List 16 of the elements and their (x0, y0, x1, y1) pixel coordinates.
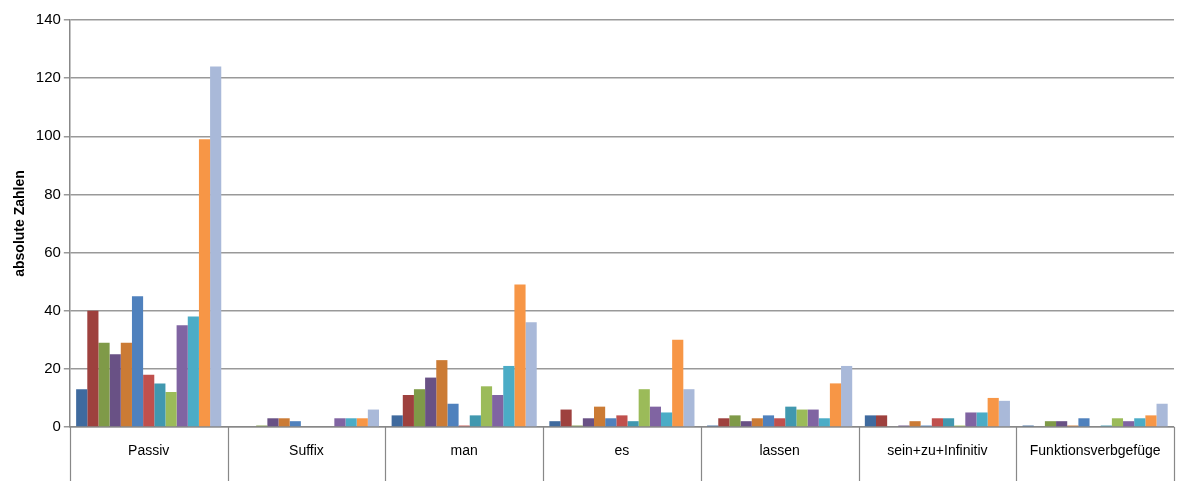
y-axis-title: absolute Zahlen (11, 170, 28, 277)
y-tick-label: 100 (35, 126, 61, 144)
x-tick-label: Passiv (128, 442, 170, 459)
x-tick-label: sein+zu+Infinitiv (887, 442, 988, 459)
y-tick-label: 40 (44, 300, 61, 318)
y-tick-label: 60 (44, 242, 61, 260)
y-tick-label: 120 (35, 68, 61, 86)
y-tick-label: 80 (44, 184, 61, 202)
y-tick-label: 140 (35, 10, 61, 28)
x-tick-label: Funktionsverbgefüge (1029, 442, 1161, 459)
x-tick-label: Suffix (289, 442, 324, 459)
y-tick-label: 0 (52, 417, 61, 435)
y-tick-label: 20 (44, 359, 61, 376)
x-tick-label: lassen (759, 442, 800, 459)
x-tick-label: man (450, 442, 478, 459)
x-tick-label: es (614, 442, 630, 459)
